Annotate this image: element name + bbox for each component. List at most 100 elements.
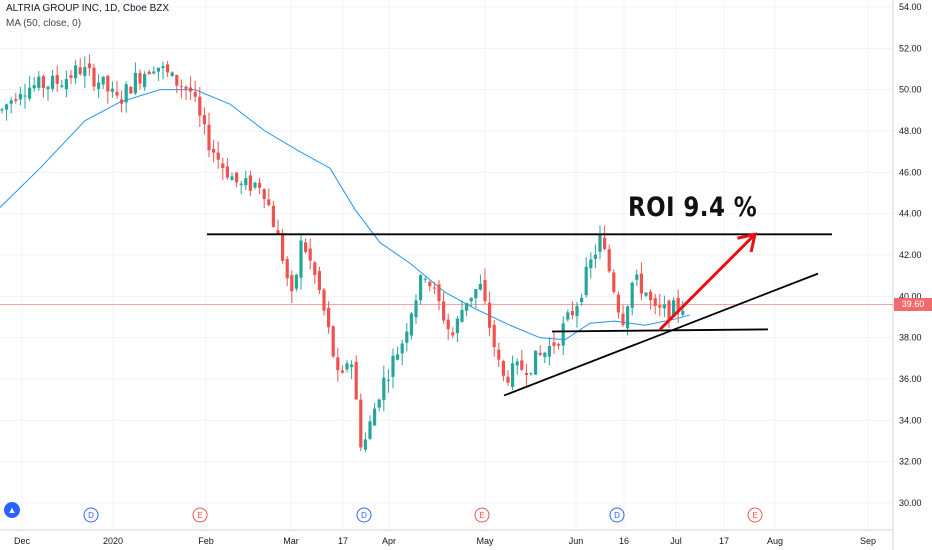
candle — [561, 316, 565, 356]
x-tick-label: Jun — [569, 536, 584, 546]
y-tick-label: 30.00 — [899, 498, 922, 508]
x-tick-label: Jul — [670, 536, 682, 546]
candle — [276, 219, 280, 234]
candle — [621, 305, 625, 327]
candle — [124, 81, 128, 113]
candle — [460, 300, 464, 323]
candle — [46, 85, 50, 101]
candle — [60, 79, 64, 88]
candle — [120, 90, 124, 113]
candle — [469, 297, 473, 308]
candle — [175, 74, 179, 94]
marker-label: E — [197, 511, 202, 520]
candle — [630, 281, 634, 316]
candle — [515, 358, 519, 375]
candle — [230, 172, 234, 181]
x-tick-label: 17 — [719, 536, 729, 546]
rising-trendline-line — [503, 272, 819, 397]
x-tick-label: Feb — [198, 536, 214, 546]
candle — [465, 302, 469, 317]
candle — [271, 201, 275, 228]
candle — [14, 92, 18, 104]
dividend-marker: D — [83, 507, 99, 523]
candle — [331, 325, 335, 359]
candle — [179, 79, 183, 99]
candle — [285, 256, 289, 287]
candle — [166, 61, 170, 77]
candle — [55, 65, 59, 92]
candle — [419, 274, 423, 305]
candle — [612, 269, 616, 294]
candle — [78, 58, 82, 76]
candle — [97, 74, 101, 99]
candle — [437, 279, 441, 311]
candle — [101, 76, 105, 89]
y-tick-label: 52.00 — [899, 43, 922, 53]
candle — [584, 257, 588, 298]
candle — [570, 301, 574, 320]
candle — [635, 269, 639, 287]
candle — [446, 313, 450, 340]
target-arrow-head — [737, 232, 757, 253]
symbol-header[interactable]: ALTRIA GROUP INC, 1D, Cboe BZX — [6, 3, 170, 14]
candle — [308, 238, 312, 270]
candle — [455, 316, 459, 343]
candle — [639, 262, 643, 301]
candle — [92, 63, 96, 91]
candle — [0, 107, 4, 114]
marker-label: E — [752, 511, 757, 520]
x-tick-label: 2020 — [103, 536, 123, 546]
ma-indicator-label[interactable]: MA (50, close, 0) — [6, 18, 82, 29]
candle — [23, 83, 27, 109]
candle — [497, 342, 501, 368]
candle — [359, 393, 363, 452]
candle — [212, 139, 216, 163]
candle — [534, 350, 538, 375]
marker-label: D — [88, 511, 94, 520]
candle — [363, 432, 367, 453]
candle — [575, 301, 579, 328]
candle — [409, 311, 413, 340]
candle — [423, 276, 427, 283]
x-tick-label: Aug — [767, 536, 783, 546]
candle — [152, 66, 156, 75]
candle — [354, 355, 358, 400]
x-tick-label: Sep — [860, 536, 876, 546]
candle — [69, 69, 73, 84]
candle — [143, 71, 147, 91]
candle — [198, 86, 202, 127]
candle — [681, 300, 685, 317]
candle — [115, 80, 119, 99]
y-tick-label: 48.00 — [899, 126, 922, 136]
candle — [428, 280, 432, 292]
candle — [488, 291, 492, 337]
candle — [225, 158, 229, 180]
candle — [386, 369, 390, 393]
candle — [327, 301, 331, 334]
candle — [239, 180, 243, 195]
candle — [184, 85, 188, 100]
candle — [552, 331, 556, 355]
candle — [299, 233, 303, 290]
y-tick-label: 38.00 — [899, 333, 922, 343]
candle — [41, 74, 45, 98]
candle — [492, 320, 496, 357]
candle — [598, 225, 602, 260]
x-tick-label: May — [476, 536, 494, 546]
candle — [244, 170, 248, 191]
candle — [373, 402, 377, 426]
candle — [501, 359, 505, 382]
candle — [83, 56, 87, 88]
candle — [322, 287, 326, 316]
candle — [566, 309, 570, 322]
candle — [676, 289, 680, 323]
candle — [589, 252, 593, 279]
candle — [414, 294, 418, 324]
dividend-marker: D — [609, 507, 625, 523]
candle — [382, 365, 386, 411]
candle — [649, 289, 653, 310]
ma-line — [0, 89, 691, 341]
candle — [193, 80, 197, 102]
candle — [396, 346, 400, 361]
candle — [258, 177, 262, 195]
